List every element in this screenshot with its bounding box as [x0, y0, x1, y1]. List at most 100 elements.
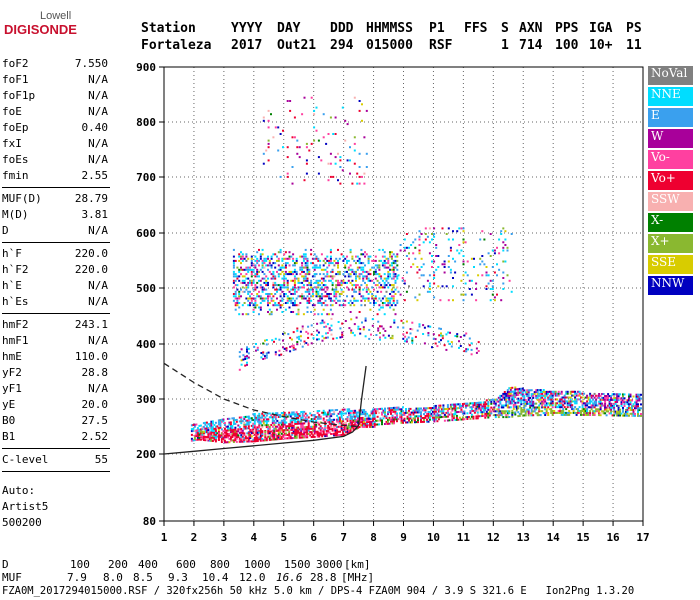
y-tick-label: 900	[136, 61, 156, 74]
param-row: h`F 220.0	[2, 246, 110, 262]
echo-point	[500, 394, 503, 397]
echo-point	[265, 149, 268, 152]
echo-point	[376, 410, 379, 413]
echo-point	[305, 159, 308, 162]
echo-point	[283, 279, 286, 282]
echo-point	[366, 417, 369, 420]
echo-point	[255, 440, 258, 443]
echo-point	[611, 399, 614, 401]
echo-point	[529, 406, 532, 409]
echo-point	[367, 288, 370, 291]
echo-point	[581, 408, 584, 411]
echo-point	[412, 413, 415, 416]
echo-point	[365, 166, 368, 168]
echo-point	[430, 414, 433, 417]
echo-point	[349, 417, 352, 420]
echo-point	[369, 308, 372, 311]
echo-point	[390, 411, 392, 413]
echo-point	[426, 290, 429, 293]
echo-point	[280, 429, 283, 432]
echo-point	[607, 404, 610, 407]
echo-point	[490, 400, 493, 403]
echo-point	[238, 306, 241, 309]
echo-point	[228, 432, 231, 435]
echo-point	[443, 419, 446, 422]
echo-point	[296, 152, 299, 155]
echo-point	[381, 411, 383, 414]
echo-point	[326, 304, 329, 307]
echo-point	[261, 288, 264, 291]
echo-point	[267, 284, 269, 287]
echo-point	[306, 273, 309, 276]
echo-point	[249, 302, 251, 304]
echo-point	[410, 244, 413, 246]
echo-point	[322, 428, 325, 431]
echo-point	[274, 275, 277, 278]
echo-point	[535, 402, 538, 405]
echo-point	[232, 417, 235, 420]
echo-point	[497, 408, 500, 411]
echo-point	[437, 410, 440, 413]
echo-point	[225, 425, 228, 428]
echo-point	[300, 436, 303, 439]
echo-point	[451, 407, 454, 410]
echo-point	[349, 421, 352, 424]
echo-point	[511, 413, 514, 416]
echo-point	[379, 338, 381, 341]
echo-point	[520, 399, 523, 402]
echo-point	[586, 400, 589, 403]
echo-point	[527, 410, 530, 413]
echo-point	[372, 417, 375, 420]
param-label: h`E	[2, 279, 22, 292]
echo-point	[310, 286, 313, 289]
echo-point	[420, 233, 423, 235]
echo-point	[204, 439, 207, 442]
echo-point	[279, 415, 282, 418]
echo-point	[349, 430, 352, 433]
echo-point	[253, 345, 256, 348]
echo-point	[523, 397, 526, 400]
echo-point	[497, 406, 500, 409]
echo-point	[598, 410, 601, 413]
echo-point	[324, 262, 327, 265]
echo-point	[415, 407, 418, 410]
echo-point	[575, 413, 578, 416]
echo-point	[241, 290, 244, 293]
echo-point	[640, 414, 642, 417]
echo-point	[443, 408, 446, 411]
echo-point	[493, 398, 496, 401]
echo-point	[364, 422, 367, 425]
echo-point	[463, 410, 466, 413]
echo-point	[551, 402, 554, 405]
param-value: N/A	[88, 334, 108, 347]
echo-point	[538, 392, 541, 395]
echo-point	[497, 404, 500, 407]
echo-point	[240, 418, 243, 421]
echo-point	[551, 410, 554, 412]
echo-point	[527, 408, 530, 411]
echo-point	[298, 156, 301, 159]
echo-point	[485, 274, 488, 277]
echo-point	[349, 427, 352, 430]
echo-point	[277, 433, 280, 436]
echo-point	[315, 416, 318, 418]
echo-point	[521, 389, 524, 392]
echo-point	[538, 389, 541, 392]
echo-point	[595, 402, 598, 405]
echo-point	[355, 262, 357, 265]
echo-point	[544, 406, 547, 409]
echo-point	[207, 437, 210, 440]
echo-point	[377, 320, 380, 323]
echo-point	[296, 327, 299, 330]
echo-point	[210, 439, 213, 442]
echo-point	[292, 413, 295, 416]
echo-point	[482, 405, 485, 408]
echo-point	[462, 299, 465, 302]
echo-point	[460, 249, 463, 252]
echo-point	[252, 264, 255, 267]
echo-point	[372, 416, 375, 419]
echo-point	[320, 295, 323, 298]
echo-point	[405, 411, 407, 414]
echo-point	[362, 270, 365, 273]
echo-point	[475, 351, 478, 354]
